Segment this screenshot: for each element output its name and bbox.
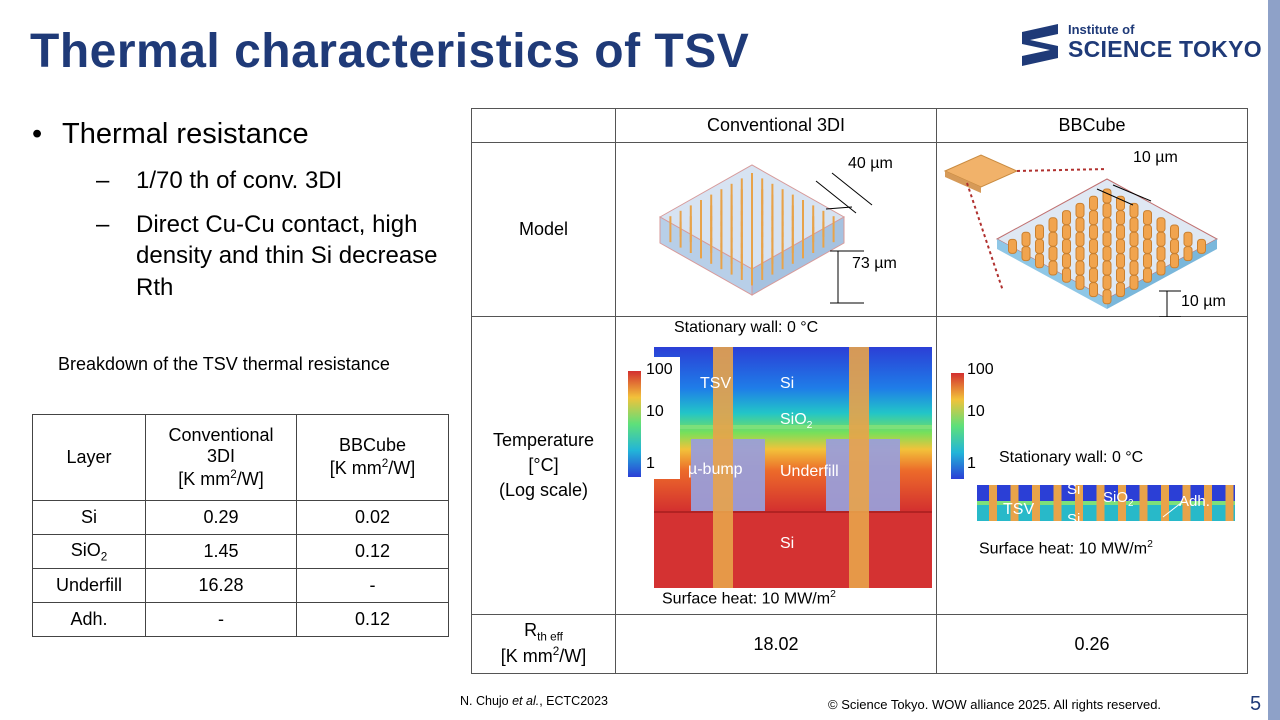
rth-bb-value: 0.26 <box>936 614 1248 674</box>
header-bbcube: BBCube <box>936 108 1248 143</box>
bb-label-sio2: SiO2 <box>1103 489 1134 509</box>
science-tokyo-logo: Institute of SCIENCE TOKYO <box>1018 20 1262 72</box>
conv-label-si-top: Si <box>780 375 795 392</box>
bb-model-illustration <box>943 154 1219 317</box>
temperature-row: Temperature [°C] (Log scale) Stationary … <box>471 316 1248 615</box>
header-conventional: Conventional 3DI <box>615 108 937 143</box>
model-bb-cell: 10 µm 10 µm <box>936 142 1248 317</box>
bullet-main: • Thermal resistance <box>32 118 309 150</box>
conv-label-bump: µ-bump <box>688 461 743 478</box>
bb-scale-1: 1 <box>967 455 976 472</box>
table-row: Si 0.29 0.02 <box>32 500 449 535</box>
row-label-model: Model <box>471 142 616 317</box>
bb-label-si-bottom: Si <box>1067 511 1081 528</box>
bb-temperature-map <box>951 373 1235 521</box>
bullet-sub1: –1/70 th of conv. 3DI <box>96 167 343 194</box>
row-label-temperature: Temperature [°C] (Log scale) <box>471 316 616 615</box>
page-title: Thermal characteristics of TSV <box>30 25 750 78</box>
bb-height-label: 10 µm <box>1181 293 1226 310</box>
conv-pitch-label: 40 µm <box>848 155 893 172</box>
bb-label-adh: Adh. <box>1179 493 1210 510</box>
row-label-rth: Rth eff [K mm2/W] <box>471 614 616 674</box>
logo-mark-icon <box>1022 24 1058 66</box>
conv-scale-10: 10 <box>646 403 664 420</box>
conv-scale-1: 1 <box>646 455 655 472</box>
table-row: Underfill 16.28 - <box>32 568 449 603</box>
bullet-sub2: – Direct Cu-Cu contact, high density and … <box>96 210 438 302</box>
model-row: Model 40 µm 73 µm <box>471 142 1248 317</box>
bb-label-si-top: Si <box>1067 481 1081 498</box>
table-row: Adh. - 0.12 <box>32 602 449 637</box>
table-row: SiO2 1.45 0.12 <box>32 534 449 569</box>
conv-stationary-wall-label: Stationary wall: 0 °C <box>674 319 819 336</box>
rth-conv-value: 18.02 <box>615 614 937 674</box>
comparison-header-row: Conventional 3DI BBCube <box>471 108 1248 143</box>
conv-height-label: 73 µm <box>852 255 897 272</box>
bb-label-tsv: TSV <box>1003 501 1035 518</box>
header-bbcube: BBCube [K mm2/W] <box>296 414 449 501</box>
temp-conv-cell: Stationary wall: 0 °C <box>615 316 937 615</box>
bb-stationary-wall-label: Stationary wall: 0 °C <box>999 449 1144 466</box>
bb-scale-10: 10 <box>967 403 985 420</box>
logo-line2: SCIENCE TOKYO <box>1068 36 1262 62</box>
breakdown-table: Layer Conventional 3DI [K mm2/W] BBCube … <box>32 414 449 637</box>
bb-surface-heat-label: Surface heat: 10 MW/m2 <box>979 539 1153 558</box>
conv-label-underfill: Underfill <box>780 463 839 480</box>
header-conv: Conventional 3DI [K mm2/W] <box>145 414 297 501</box>
conv-label-tsv: TSV <box>700 375 732 392</box>
conv-model-illustration <box>658 164 873 304</box>
conv-surface-heat-label: Surface heat: 10 MW/m2 <box>662 589 836 608</box>
breakdown-title: Breakdown of the TSV thermal resistance <box>58 354 390 374</box>
temp-bb-cell: 100 10 1 Stationary wall: 0 °C Si TSV Si… <box>936 316 1248 615</box>
copyright-notice: © Science Tokyo. WOW alliance 2025. All … <box>828 697 1162 712</box>
conv-label-si-bottom: Si <box>780 535 795 552</box>
bullet-list: • Thermal resistance –1/70 th of conv. 3D… <box>32 118 462 316</box>
bb-pitch-label: 10 µm <box>1133 149 1178 166</box>
decorative-side-bar <box>1268 0 1280 720</box>
bb-scale-100: 100 <box>967 361 994 378</box>
page-number: 5 <box>1250 693 1262 715</box>
model-conv-cell: 40 µm 73 µm <box>615 142 937 317</box>
rth-row: Rth eff [K mm2/W] 18.02 0.26 <box>471 614 1248 674</box>
header-layer: Layer <box>32 414 146 501</box>
comparison-table: Conventional 3DI BBCube Model 40 µm 73 µ… <box>471 108 1248 674</box>
conv-scale-100: 100 <box>646 361 673 378</box>
logo-line1: Institute of <box>1068 22 1135 37</box>
conv-label-sio2: SiO2 <box>780 411 813 432</box>
conv-temperature-map <box>622 347 932 588</box>
reference-citation: N. Chujo et al., ECTC2023 <box>460 694 608 708</box>
table-header-row: Layer Conventional 3DI [K mm2/W] BBCube … <box>32 414 449 501</box>
